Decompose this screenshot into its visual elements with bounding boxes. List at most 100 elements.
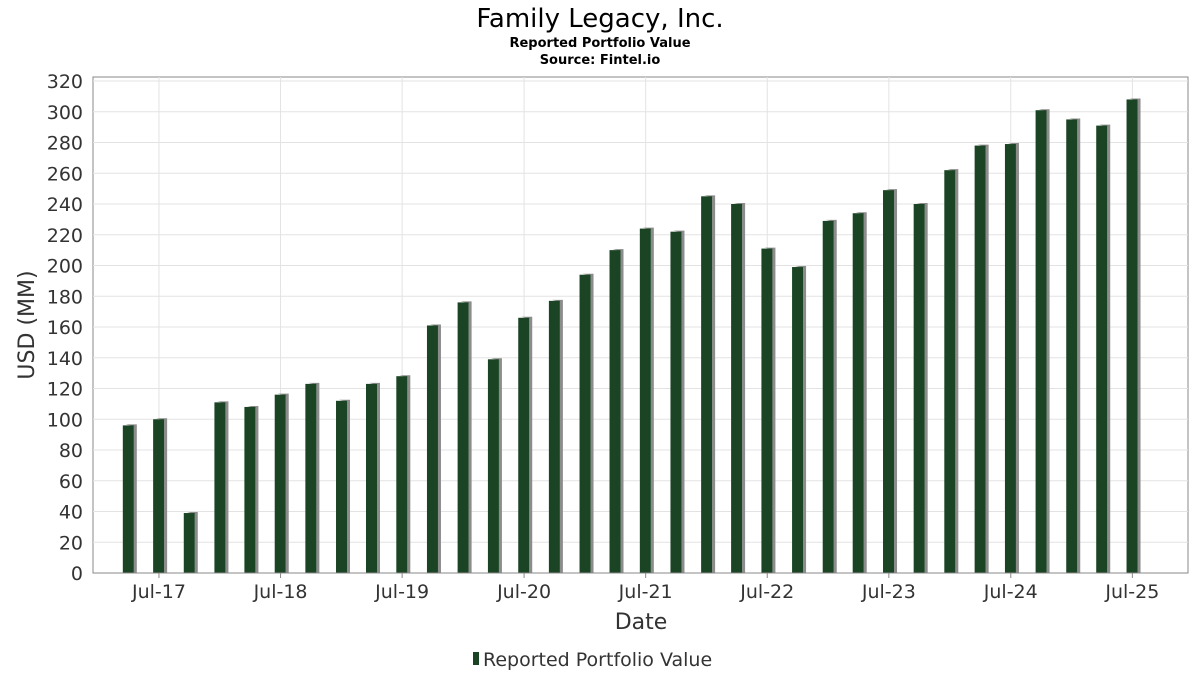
- legend-swatch: [473, 652, 479, 665]
- chart-subtitle: Reported Portfolio Value: [509, 36, 690, 51]
- bar-shadow: [368, 382, 380, 573]
- bar-body: [944, 170, 956, 574]
- bar: [1035, 109, 1050, 574]
- y-tick-label: 220: [47, 225, 83, 247]
- bar-shadow: [764, 247, 776, 573]
- bar-shadow: [247, 405, 259, 573]
- bar-shadow: [977, 144, 989, 573]
- bar-shadow: [1038, 109, 1050, 574]
- bar: [852, 212, 867, 573]
- bar: [701, 195, 716, 573]
- bar: [1004, 143, 1019, 573]
- bar-shadow: [186, 512, 198, 573]
- y-tick-label: 100: [47, 409, 83, 431]
- bar-body: [365, 383, 377, 573]
- bar-shadow: [1069, 118, 1081, 573]
- bar-body: [609, 250, 621, 573]
- bar-shadow: [582, 273, 594, 573]
- y-tick-label: 180: [47, 286, 83, 308]
- x-tick-label: Jul-22: [739, 581, 794, 603]
- bar-body: [336, 400, 348, 573]
- bar-shadow: [855, 212, 867, 573]
- x-tick-label: Jul-17: [131, 581, 186, 603]
- bar-shadow: [916, 203, 928, 573]
- bar-body: [183, 513, 195, 573]
- y-tick-label: 280: [47, 133, 83, 155]
- bar-body: [852, 213, 864, 573]
- bar-shadow: [947, 169, 959, 574]
- bar: [670, 230, 685, 574]
- bar-shadow: [886, 189, 898, 573]
- bar: [974, 144, 989, 573]
- bar: [122, 424, 137, 573]
- bar: [457, 301, 472, 573]
- bar-shadow: [1129, 98, 1141, 573]
- bar-body: [487, 359, 499, 573]
- bar-body: [1126, 99, 1138, 573]
- x-tick-label: Jul-25: [1104, 581, 1159, 603]
- bar-body: [457, 302, 469, 573]
- bar: [487, 358, 502, 573]
- y-tick-label: 60: [59, 471, 83, 493]
- bar: [183, 512, 198, 573]
- bar-body: [396, 376, 408, 573]
- bar-shadow: [642, 227, 654, 573]
- bar-shadow: [795, 266, 807, 573]
- bar: [426, 324, 441, 573]
- bar: [518, 316, 533, 573]
- bar-body: [974, 145, 986, 573]
- bar: [1126, 98, 1141, 573]
- axes: 0 20 40 60 80 100 120 140 160 180 200 220 240 260 280 3…: [47, 71, 1188, 603]
- bar-shadow: [308, 382, 320, 573]
- bar-body: [122, 425, 134, 573]
- bar-body: [883, 190, 895, 573]
- bar-shadow: [125, 424, 137, 573]
- legend-label: Reported Portfolio Value: [483, 649, 712, 671]
- bar-body: [244, 406, 256, 573]
- bar-body: [670, 231, 682, 574]
- bar: [883, 189, 898, 573]
- bar-shadow: [673, 230, 685, 574]
- bar: [1066, 118, 1081, 573]
- bar: [731, 203, 746, 573]
- bar: [153, 418, 168, 573]
- bar: [274, 393, 289, 573]
- y-tick-label: 140: [47, 348, 83, 370]
- y-tick-label: 120: [47, 379, 83, 401]
- bar-shadow: [734, 203, 746, 573]
- bar: [548, 299, 563, 573]
- bar: [1096, 124, 1111, 574]
- x-tick-label: Jul-24: [983, 581, 1038, 603]
- bar-shadow: [825, 219, 837, 573]
- bar: [792, 266, 807, 573]
- bar-shadow: [551, 299, 563, 573]
- bar: [913, 203, 928, 573]
- y-tick-label: 260: [47, 163, 83, 185]
- bar-shadow: [217, 401, 229, 573]
- chart-title: Family Legacy, Inc.: [476, 4, 723, 34]
- y-tick-label: 240: [47, 194, 83, 216]
- bar-shadow: [704, 195, 716, 573]
- bar: [244, 405, 259, 573]
- bar-body: [305, 383, 317, 573]
- bar-shadow: [277, 393, 289, 573]
- x-tick-label: Jul-23: [861, 581, 916, 603]
- legend: Reported Portfolio Value: [473, 649, 712, 671]
- y-tick-label: 40: [59, 502, 83, 524]
- bar: [396, 375, 411, 573]
- y-tick-label: 160: [47, 317, 83, 339]
- bar-body: [701, 196, 713, 573]
- bar-body: [1096, 125, 1108, 574]
- y-axis-label: USD (MM): [15, 270, 40, 379]
- bar: [761, 247, 776, 573]
- y-tick-label: 0: [71, 563, 83, 585]
- x-axis-label: Date: [615, 610, 668, 635]
- bar-body: [639, 228, 651, 573]
- bar: [579, 273, 594, 573]
- bar-shadow: [521, 316, 533, 573]
- bar-body: [153, 419, 165, 573]
- bar-shadow: [429, 324, 441, 573]
- bar-shadow: [399, 375, 411, 573]
- x-tick-label: Jul-20: [496, 581, 551, 603]
